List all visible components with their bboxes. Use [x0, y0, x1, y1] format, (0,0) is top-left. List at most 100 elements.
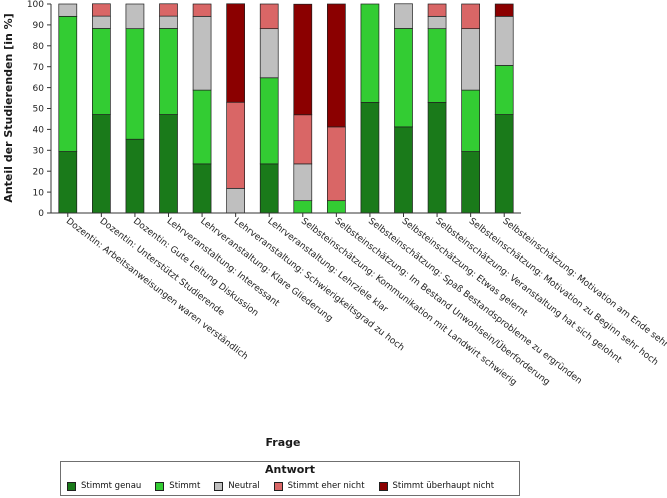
bar-stack: [494, 3, 514, 214]
legend-swatch: [67, 481, 76, 491]
bar-segment: [293, 3, 313, 116]
legend-item: Neutral: [214, 481, 260, 491]
bar-segment: [494, 15, 514, 66]
bar-stack: [427, 3, 447, 214]
bar-segment: [494, 114, 514, 214]
legend-item: Stimmt genau: [67, 481, 141, 491]
bar-segment: [125, 28, 145, 140]
bar-segment: [494, 65, 514, 115]
y-tick-label: 20: [33, 167, 45, 177]
y-tick-label: 100: [27, 0, 44, 10]
bar-segment: [494, 3, 514, 17]
legend-item: Stimmt überhaupt nicht: [378, 481, 495, 491]
y-tick-label: 0: [38, 209, 44, 219]
bar-segment: [92, 114, 111, 214]
bar-stack: [192, 3, 212, 214]
bar-segment: [293, 114, 313, 165]
bar-segment: [192, 163, 212, 214]
y-tick-label: 50: [33, 105, 45, 115]
bar-segment: [427, 28, 447, 103]
bar-segment: [327, 126, 346, 202]
bar-segment: [427, 102, 447, 214]
bar-segment: [159, 15, 178, 29]
bar-segment: [394, 126, 413, 214]
legend-items: Stimmt genau Stimmt Neutral Stimmt eher nic…: [67, 481, 515, 491]
y-axis: 0 10 20 30 40 50 60 70 80 90 100: [27, 0, 521, 219]
bar-segment: [125, 3, 145, 30]
legend-title: Antwort: [264, 463, 315, 476]
bar-stack: [394, 3, 413, 214]
bar-segment: [192, 15, 212, 91]
bar-segment: [293, 200, 313, 214]
bar-stack: [461, 3, 480, 214]
bar-segment: [58, 15, 78, 152]
bar-segment: [461, 3, 480, 30]
bar-stack: [360, 3, 380, 214]
legend-swatch: [273, 481, 283, 491]
x-tick-label: Lehrveranstaltung: Lehrziele klar: [265, 216, 389, 315]
legend-label: Stimmt überhaupt nicht: [392, 481, 495, 491]
bar-segment: [259, 77, 279, 165]
x-tick-label: Dozentin: Unterstützt Studierende: [98, 216, 227, 318]
y-tick-label: 80: [33, 42, 45, 52]
y-tick-label: 40: [33, 126, 45, 136]
x-tick-label: Selbsteinschätzung: Im Bestand Unwohlsei…: [333, 216, 552, 388]
bar-stack: [293, 3, 313, 214]
y-tick-label: 10: [33, 188, 45, 198]
bar-segment: [360, 102, 380, 214]
y-axis-title: Anteil der Studierenden [in %]: [2, 13, 15, 202]
bar-segment: [92, 28, 111, 115]
bar-stack: [58, 3, 78, 214]
bar-segment: [461, 89, 480, 152]
bar-stack: [259, 3, 279, 214]
legend-label: Stimmt: [169, 481, 201, 491]
bar-segment: [327, 3, 346, 128]
legend-label: Neutral: [228, 481, 260, 491]
bar-segment: [58, 3, 78, 17]
legend-swatch: [155, 481, 165, 491]
bar-segment: [259, 28, 279, 79]
y-tick-label: 30: [33, 147, 45, 157]
bar-stack: [125, 3, 145, 214]
bar-stack: [226, 3, 245, 214]
bar-segment: [327, 200, 346, 214]
legend: Antwort Stimmt genau Stimmt Neutral Stimmt …: [60, 461, 520, 496]
plot-area: [58, 3, 514, 214]
stacked-bar-chart: 0 10 20 30 40 50 60 70 80 90 100 Dozentin: Arbeits…: [2, 0, 667, 449]
x-axis-title: Frage: [266, 436, 301, 449]
bar-segment: [92, 3, 111, 17]
y-tick-label: 70: [33, 63, 45, 73]
bar-segment: [427, 3, 447, 17]
bar-segment: [394, 3, 413, 29]
bar-stack: [159, 3, 178, 214]
bar-stack: [92, 3, 111, 214]
bar-segment: [159, 28, 178, 115]
bar-segment: [427, 15, 447, 30]
legend-item: Stimmt: [155, 481, 200, 491]
bar-segment: [159, 114, 178, 214]
bar-segment: [461, 151, 480, 214]
bar-segment: [226, 187, 245, 214]
bar-segment: [159, 3, 178, 17]
bar-segment: [259, 3, 279, 30]
bar-segment: [226, 3, 245, 103]
legend-item: Stimmt eher nicht: [273, 481, 365, 491]
bar-segment: [461, 28, 480, 91]
legend-label: Stimmt genau: [81, 481, 142, 491]
bar-segment: [125, 138, 145, 214]
bar-segment: [226, 101, 245, 189]
bar-segment: [259, 163, 279, 214]
bar-segment: [293, 163, 313, 202]
y-tick-label: 90: [33, 21, 45, 31]
bar-segment: [192, 89, 212, 165]
bar-segment: [394, 28, 413, 128]
legend-swatch: [214, 481, 224, 491]
bar-segment: [192, 3, 212, 17]
x-axis-labels: Dozentin: Arbeitsanweisungen waren verst…: [64, 213, 667, 388]
legend-label: Stimmt eher nicht: [287, 481, 365, 491]
bar-segment: [360, 3, 380, 103]
x-tick-label: Dozentin: Gute Leitung Diskussion: [131, 216, 260, 318]
y-tick-label: 60: [33, 84, 45, 94]
bar-segment: [58, 151, 78, 214]
legend-swatch: [378, 481, 388, 491]
